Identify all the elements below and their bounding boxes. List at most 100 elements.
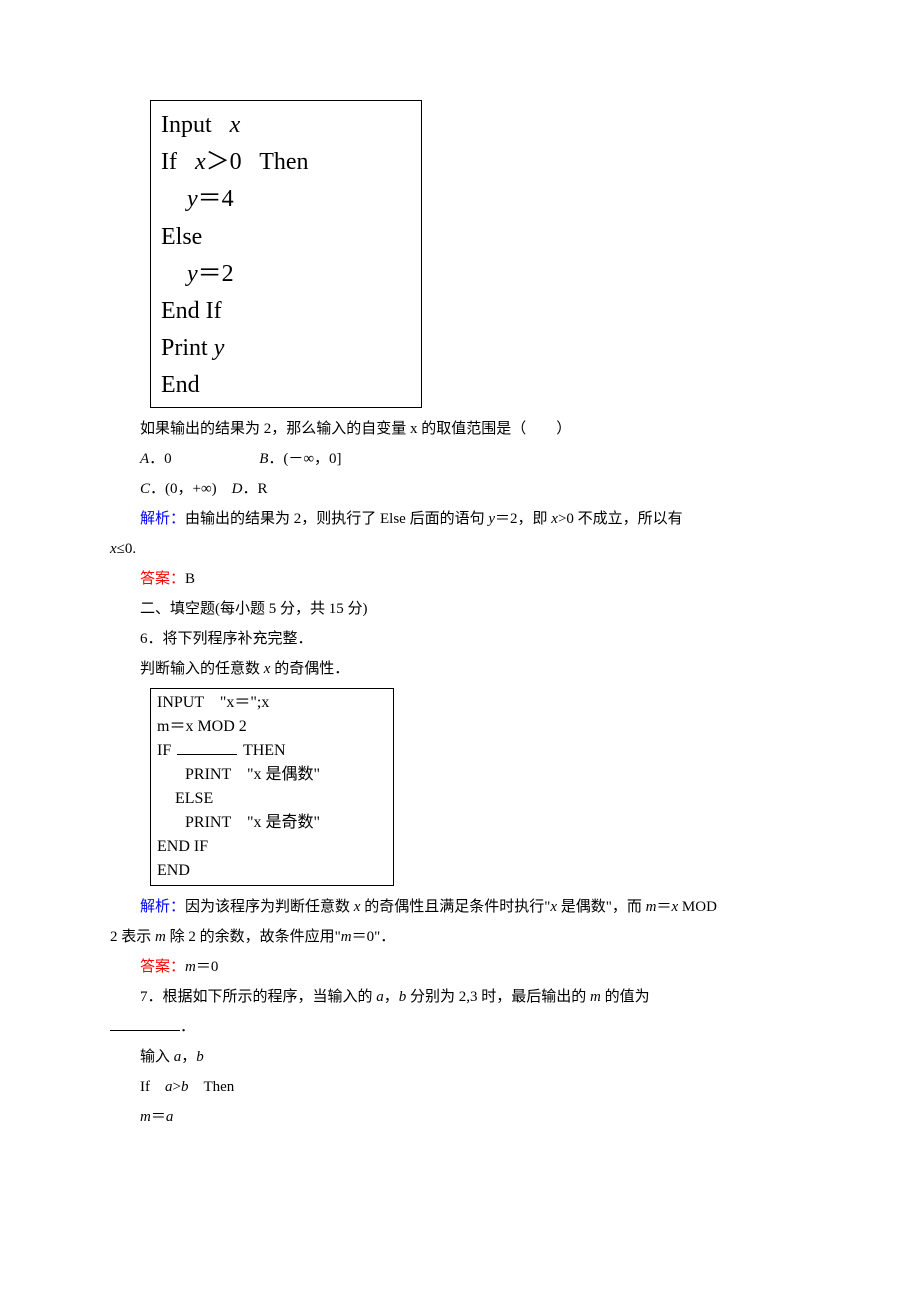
q5-answer: 答案：B bbox=[110, 564, 810, 594]
analysis-text: ＝0"． bbox=[352, 929, 396, 945]
fill-blank bbox=[177, 739, 237, 754]
code-line: End If bbox=[161, 293, 411, 330]
var: x bbox=[110, 541, 117, 557]
answer-label: 答案： bbox=[140, 571, 185, 587]
analysis-text: 由输出的结果为 2，则执行了 Else 后面的语句 bbox=[185, 511, 488, 527]
code-line: m＝x MOD 2 bbox=[157, 715, 387, 739]
code-text: THEN bbox=[239, 742, 285, 759]
var: x bbox=[551, 511, 558, 527]
analysis-text: 的奇偶性且满足条件时执行" bbox=[360, 899, 550, 915]
code-line: PRINT "x 是奇数" bbox=[157, 811, 387, 835]
q6-answer: 答案：m＝0 bbox=[110, 952, 810, 982]
analysis-text: 因为该程序为判断任意数 bbox=[185, 899, 354, 915]
fill-blank bbox=[110, 1016, 180, 1031]
code-line: IF THEN bbox=[157, 739, 387, 763]
var: m bbox=[140, 1109, 151, 1125]
var: a bbox=[165, 1079, 173, 1095]
code-text: Input bbox=[161, 112, 212, 138]
q6-stem: 6．将下列程序补充完整． bbox=[110, 624, 810, 654]
analysis-label: 解析： bbox=[140, 899, 185, 915]
q6-desc-text: 的奇偶性． bbox=[270, 661, 349, 677]
code-line: End bbox=[161, 367, 411, 404]
answer-var: m bbox=[185, 959, 196, 975]
code-text: ＝2 bbox=[198, 261, 234, 287]
code-line: INPUT "x＝";x bbox=[157, 691, 387, 715]
q7-code-line2: If a>b Then bbox=[110, 1072, 810, 1102]
code-box-q6: INPUT "x＝";x m＝x MOD 2 IF THEN PRINT "x … bbox=[150, 688, 394, 886]
code-text: If bbox=[161, 149, 177, 175]
answer-label: 答案： bbox=[140, 959, 185, 975]
option-label: A bbox=[140, 451, 149, 467]
var: m bbox=[646, 899, 657, 915]
q7-text: 的值为 bbox=[601, 989, 650, 1005]
q6-analysis: 解析：因为该程序为判断任意数 x 的奇偶性且满足条件时执行"x 是偶数"，而 m… bbox=[110, 892, 810, 922]
code-line: y＝2 bbox=[161, 256, 411, 293]
var: a bbox=[166, 1109, 174, 1125]
code-line: PRINT "x 是偶数" bbox=[157, 763, 387, 787]
code-text: Print bbox=[161, 335, 214, 361]
code-text: Then bbox=[259, 149, 308, 175]
analysis-text: 2 表示 bbox=[110, 929, 155, 945]
analysis-text: MOD bbox=[678, 899, 717, 915]
code-text: Then bbox=[188, 1079, 234, 1095]
analysis-text: >0 不成立，所以有 bbox=[558, 511, 683, 527]
code-line: Print y bbox=[161, 330, 411, 367]
var: x bbox=[550, 899, 557, 915]
code-line: Input x bbox=[161, 107, 411, 144]
q7-text: ， bbox=[384, 989, 399, 1005]
option-label: B bbox=[259, 451, 268, 467]
code-line: y＝4 bbox=[161, 181, 411, 218]
page-container: Input x If x＞0 Then y＝4 Else y＝2 End If … bbox=[0, 0, 920, 1192]
q7-code-line1: 输入 a，b bbox=[110, 1042, 810, 1072]
analysis-text: 是偶数"，而 bbox=[557, 899, 646, 915]
q6-desc: 判断输入的任意数 x 的奇偶性． bbox=[110, 654, 810, 684]
q6-desc-text: 判断输入的任意数 bbox=[140, 661, 264, 677]
code-line: ELSE bbox=[157, 787, 387, 811]
section2-title: 二、填空题(每小题 5 分，共 15 分) bbox=[110, 594, 810, 624]
answer-text: ＝0 bbox=[196, 959, 219, 975]
code-line: Else bbox=[161, 219, 411, 256]
code-line: END bbox=[157, 859, 387, 883]
code-var: y bbox=[187, 186, 198, 212]
option-text: ．(－∞，0] bbox=[268, 451, 341, 467]
option-label: C bbox=[140, 481, 150, 497]
q6-analysis-cont: 2 表示 m 除 2 的余数，故条件应用"m＝0"． bbox=[110, 922, 810, 952]
analysis-label: 解析： bbox=[140, 511, 185, 527]
q7-tail: ． bbox=[180, 1019, 195, 1035]
q5-stem: 如果输出的结果为 2，那么输入的自变量 x 的取值范围是（ ） bbox=[110, 414, 810, 444]
answer-text: B bbox=[185, 571, 195, 587]
code-var: y bbox=[187, 261, 198, 287]
q7-code-line3: m＝a bbox=[110, 1102, 810, 1132]
code-line: END IF bbox=[157, 835, 387, 859]
var: b bbox=[196, 1049, 204, 1065]
option-text: ．(0，+∞) bbox=[150, 481, 217, 497]
code-box-q5: Input x If x＞0 Then y＝4 Else y＝2 End If … bbox=[150, 100, 422, 408]
code-var: x bbox=[230, 112, 241, 138]
code-line: If x＞0 Then bbox=[161, 144, 411, 181]
option-text: ．0 bbox=[149, 451, 172, 467]
code-text: IF bbox=[157, 742, 175, 759]
analysis-text: ＝ bbox=[656, 899, 671, 915]
option-text: ．R bbox=[243, 481, 268, 497]
var: a bbox=[376, 989, 384, 1005]
var: m bbox=[155, 929, 166, 945]
q7-text: 分别为 2,3 时，最后输出的 bbox=[406, 989, 590, 1005]
q7-stem: 7．根据如下所示的程序，当输入的 a，b 分别为 2,3 时，最后输出的 m 的… bbox=[110, 982, 810, 1012]
var: m bbox=[341, 929, 352, 945]
q5-options-row2: C．(0，+∞) D．R bbox=[110, 474, 810, 504]
code-text: ＝4 bbox=[198, 186, 234, 212]
code-text: If bbox=[140, 1079, 165, 1095]
code-text: ＝ bbox=[151, 1109, 166, 1125]
code-var: x bbox=[195, 149, 206, 175]
q5-analysis: 解析：由输出的结果为 2，则执行了 Else 后面的语句 y＝2，即 x>0 不… bbox=[110, 504, 810, 534]
code-text: ＞0 bbox=[206, 149, 242, 175]
q5-analysis-cont: x≤0. bbox=[110, 534, 810, 564]
var: y bbox=[488, 511, 495, 527]
analysis-text: 除 2 的余数，故条件应用" bbox=[166, 929, 341, 945]
q7-blank-line: ． bbox=[110, 1012, 810, 1042]
var: m bbox=[590, 989, 601, 1005]
q5-options-row1: A．0 B．(－∞，0] bbox=[110, 444, 810, 474]
analysis-text: ＝2，即 bbox=[495, 511, 551, 527]
code-text: ， bbox=[181, 1049, 196, 1065]
option-label: D bbox=[232, 481, 243, 497]
